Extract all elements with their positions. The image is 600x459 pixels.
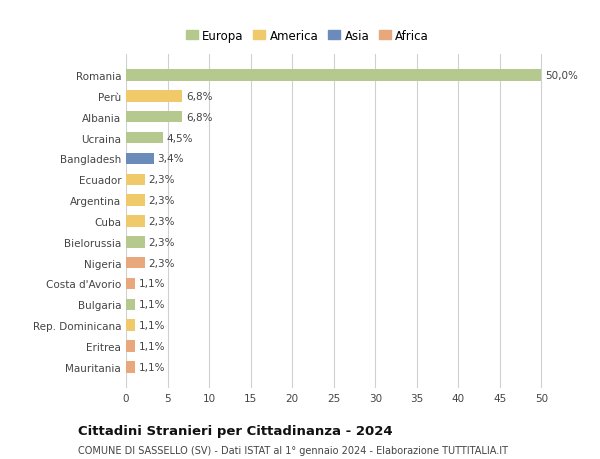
Bar [126, 112, 182, 123]
Text: 2,3%: 2,3% [148, 196, 175, 206]
Text: Cittadini Stranieri per Cittadinanza - 2024: Cittadini Stranieri per Cittadinanza - 2… [78, 425, 392, 437]
Bar [126, 195, 145, 207]
Text: 4,5%: 4,5% [167, 133, 193, 143]
Bar [126, 216, 145, 227]
Text: 6,8%: 6,8% [186, 92, 212, 102]
Text: 1,1%: 1,1% [139, 320, 165, 330]
Text: 50,0%: 50,0% [545, 71, 578, 81]
Text: COMUNE DI SASSELLO (SV) - Dati ISTAT al 1° gennaio 2024 - Elaborazione TUTTITALI: COMUNE DI SASSELLO (SV) - Dati ISTAT al … [78, 445, 508, 455]
Legend: Europa, America, Asia, Africa: Europa, America, Asia, Africa [186, 29, 429, 43]
Text: 2,3%: 2,3% [148, 175, 175, 185]
Bar [126, 341, 135, 352]
Bar [126, 320, 135, 331]
Bar [126, 236, 145, 248]
Bar [126, 361, 135, 373]
Text: 1,1%: 1,1% [139, 279, 165, 289]
Text: 3,4%: 3,4% [158, 154, 184, 164]
Text: 1,1%: 1,1% [139, 341, 165, 351]
Bar [126, 278, 135, 290]
Text: 1,1%: 1,1% [139, 362, 165, 372]
Bar [126, 174, 145, 185]
Bar [126, 299, 135, 310]
Bar [126, 91, 182, 102]
Text: 2,3%: 2,3% [148, 237, 175, 247]
Text: 1,1%: 1,1% [139, 300, 165, 310]
Text: 2,3%: 2,3% [148, 217, 175, 226]
Bar [126, 153, 154, 165]
Text: 2,3%: 2,3% [148, 258, 175, 268]
Text: 6,8%: 6,8% [186, 112, 212, 123]
Bar [126, 133, 163, 144]
Bar [126, 257, 145, 269]
Bar [126, 70, 541, 82]
